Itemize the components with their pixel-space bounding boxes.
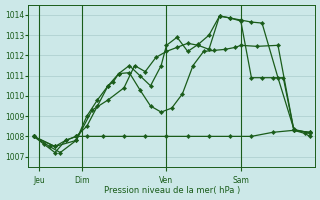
X-axis label: Pression niveau de la mer( hPa ): Pression niveau de la mer( hPa ): [104, 186, 240, 195]
